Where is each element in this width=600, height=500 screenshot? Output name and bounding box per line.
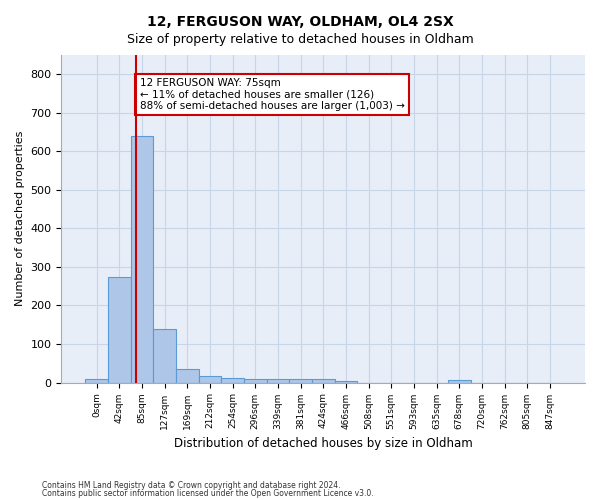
Bar (108, 276, 131, 382)
Bar (266, 378, 289, 382)
Bar (199, 376, 221, 382)
Text: Contains public sector information licensed under the Open Government Licence v3: Contains public sector information licen… (42, 488, 374, 498)
Bar (153, 328, 176, 382)
Bar (448, 380, 470, 382)
Bar (221, 378, 244, 382)
X-axis label: Distribution of detached houses by size in Oldham: Distribution of detached houses by size … (174, 437, 473, 450)
Text: Contains HM Land Registry data © Crown copyright and database right 2024.: Contains HM Land Registry data © Crown c… (42, 481, 341, 490)
Bar (335, 380, 357, 382)
Bar (312, 380, 335, 382)
Text: 12 FERGUSON WAY: 75sqm
← 11% of detached houses are smaller (126)
88% of semi-de: 12 FERGUSON WAY: 75sqm ← 11% of detached… (140, 78, 404, 112)
Bar (244, 378, 266, 382)
Bar (289, 379, 312, 382)
Text: 12, FERGUSON WAY, OLDHAM, OL4 2SX: 12, FERGUSON WAY, OLDHAM, OL4 2SX (146, 15, 454, 29)
Bar (176, 369, 199, 382)
Bar (85, 380, 108, 382)
Text: Size of property relative to detached houses in Oldham: Size of property relative to detached ho… (127, 32, 473, 46)
Bar (131, 136, 153, 382)
Y-axis label: Number of detached properties: Number of detached properties (15, 131, 25, 306)
